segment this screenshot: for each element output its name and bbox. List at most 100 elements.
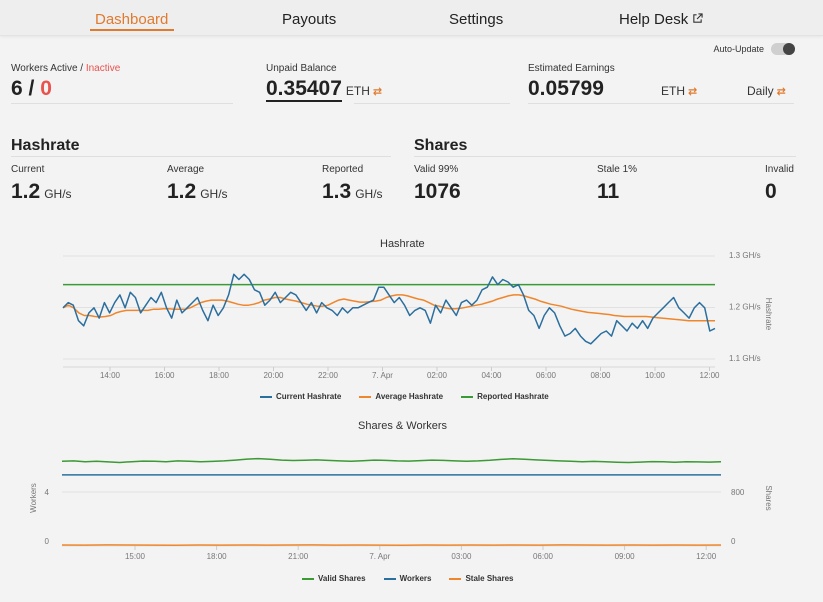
x-tick-label: 06:00 <box>533 552 554 561</box>
y-left-tick-label: 4 <box>45 488 50 497</box>
y-right-tick-label: 800 <box>731 488 745 497</box>
x-tick-label: 16:00 <box>154 371 175 380</box>
x-tick-label: 22:00 <box>318 371 339 380</box>
x-tick-label: 21:00 <box>288 552 309 561</box>
swap-currency-icon[interactable]: ⇄ <box>372 86 383 98</box>
hashrate-chart: 14:00 16:00 18:00 20:00 22:00 7. Apr 02:00 04:0… <box>62 252 773 380</box>
x-tick-label: 20:00 <box>263 371 284 380</box>
hashrate-reported: 1.3 GH/s <box>322 180 383 204</box>
legend-label-current: Current Hashrate <box>276 392 342 401</box>
earnings-period: Daily <box>747 84 774 98</box>
earnings-period-switch[interactable]: Daily ⇄ <box>747 84 786 98</box>
nav-help-desk[interactable]: Help Desk <box>619 11 703 28</box>
y-left-axis-label: Workers <box>29 483 38 513</box>
x-tick-label: 02:00 <box>427 371 448 380</box>
unpaid-balance: 0.35407 ETH ⇄ <box>266 77 383 102</box>
earnings-unit-switch[interactable]: ETH ⇄ <box>661 84 697 98</box>
workers-count-sep: / <box>22 77 41 100</box>
workers-count: 6 / 0 <box>11 77 52 101</box>
unpaid-value: 0.35407 <box>266 77 342 102</box>
shares-stale-value: 11 <box>597 180 620 203</box>
x-tick-label: 03:00 <box>451 552 472 561</box>
workers-label-sep: / <box>77 63 86 74</box>
x-tick-label: 10:00 <box>645 371 666 380</box>
workers-active-label: Workers Active <box>11 63 78 74</box>
nav-settings[interactable]: Settings <box>449 11 504 28</box>
top-nav: Dashboard Payouts Settings Help Desk <box>0 0 823 36</box>
legend-valid-shares[interactable]: Valid Shares <box>302 574 366 583</box>
legend-swatch-green <box>302 577 314 580</box>
auto-update-toggle[interactable] <box>771 43 795 55</box>
x-tick-label: 18:00 <box>207 552 228 561</box>
workers-label: Workers Active / Inactive <box>11 63 120 74</box>
hashrate-current-unit: GH/s <box>44 187 72 201</box>
workers-inactive-count: 0 <box>40 77 52 100</box>
y-right-tick-label: 0 <box>731 537 736 546</box>
series-current-hashrate <box>62 273 716 345</box>
unpaid-unit: ETH <box>345 84 370 98</box>
shares-invalid-value: 0 <box>765 180 777 203</box>
shares-stale-label: Stale 1% <box>597 164 638 175</box>
hashrate-average-value: 1.2 <box>167 180 197 203</box>
shares-workers-chart: 15:00 18:00 21:00 7. Apr 03:00 06:00 09:00 12:0… <box>29 457 773 561</box>
legend-label-stale: Stale Shares <box>465 574 514 583</box>
y-tick-label: 1.2 GH/s <box>729 303 761 312</box>
workers-rule <box>11 103 233 104</box>
x-tick-label: 18:00 <box>209 371 230 380</box>
workers-active-count: 6 <box>11 77 23 100</box>
legend-swatch-orange <box>359 395 372 398</box>
hashrate-chart-title: Hashrate <box>380 238 425 250</box>
shares-valid-label: Valid 99% <box>414 164 459 175</box>
legend-swatch-blue <box>260 395 272 398</box>
y-axis-label: Hashrate <box>764 298 773 331</box>
x-tick-label: 12:00 <box>696 552 717 561</box>
hashrate-reported-label: Reported <box>322 164 364 175</box>
legend-average-hashrate[interactable]: Average Hashrate <box>359 392 443 401</box>
hashrate-section-title: Hashrate <box>11 137 80 154</box>
hashrate-current-value: 1.2 <box>11 180 41 203</box>
hashrate-legend: Current Hashrate Average Hashrate Report… <box>260 392 549 401</box>
x-tick-label: 7. Apr <box>369 552 390 561</box>
y-left-tick-label: 0 <box>45 537 50 546</box>
nav-active-underline <box>90 29 174 31</box>
legend-reported-hashrate[interactable]: Reported Hashrate <box>461 392 549 401</box>
y-tick-label: 1.1 GH/s <box>729 354 761 363</box>
legend-label-workers: Workers <box>399 574 432 583</box>
legend-current-hashrate[interactable]: Current Hashrate <box>260 392 341 401</box>
hashrate-average-label: Average <box>167 164 205 175</box>
shares-chart-title: Shares & Workers <box>358 420 448 432</box>
nav-payouts[interactable]: Payouts <box>282 11 337 28</box>
series-valid-shares <box>61 457 722 464</box>
shares-section-title: Shares <box>414 137 468 154</box>
earnings-value: 0.05799 <box>528 77 604 100</box>
x-tick-label: 12:00 <box>699 371 720 380</box>
legend-swatch-green <box>461 395 474 398</box>
series-average-hashrate <box>62 294 715 322</box>
nav-dashboard[interactable]: Dashboard <box>95 11 169 28</box>
legend-stale-shares[interactable]: Stale Shares <box>449 574 514 583</box>
shares-valid-value: 1076 <box>414 180 461 203</box>
hashrate-reported-unit: GH/s <box>355 187 383 201</box>
x-tick-label: 15:00 <box>125 552 146 561</box>
external-link-icon <box>693 13 703 23</box>
x-tick-label: 14:00 <box>100 371 121 380</box>
hashrate-reported-value: 1.3 <box>322 180 352 203</box>
shares-invalid-label: Invalid <box>765 164 794 175</box>
legend-label-average: Average Hashrate <box>375 392 444 401</box>
shares-rule <box>414 156 796 157</box>
workers-inactive-label: Inactive <box>85 63 121 74</box>
hashrate-current-label: Current <box>11 164 45 175</box>
hashrate-current: 1.2 GH/s <box>11 180 72 204</box>
earnings-label: Estimated Earnings <box>528 63 615 74</box>
swap-period-icon: ⇄ <box>776 86 786 98</box>
legend-swatch-blue <box>383 577 396 580</box>
y-right-axis-label: Shares <box>764 485 773 510</box>
earnings-unit: ETH <box>661 84 685 98</box>
auto-update: Auto-Update <box>713 43 795 55</box>
swap-currency-icon: ⇄ <box>688 86 698 98</box>
auto-update-label: Auto-Update <box>713 44 764 54</box>
hashrate-rule <box>11 156 391 157</box>
shares-legend: Valid Shares Workers Stale Shares <box>302 574 514 583</box>
legend-workers[interactable]: Workers <box>383 574 432 583</box>
hashrate-average: 1.2 GH/s <box>167 180 228 204</box>
